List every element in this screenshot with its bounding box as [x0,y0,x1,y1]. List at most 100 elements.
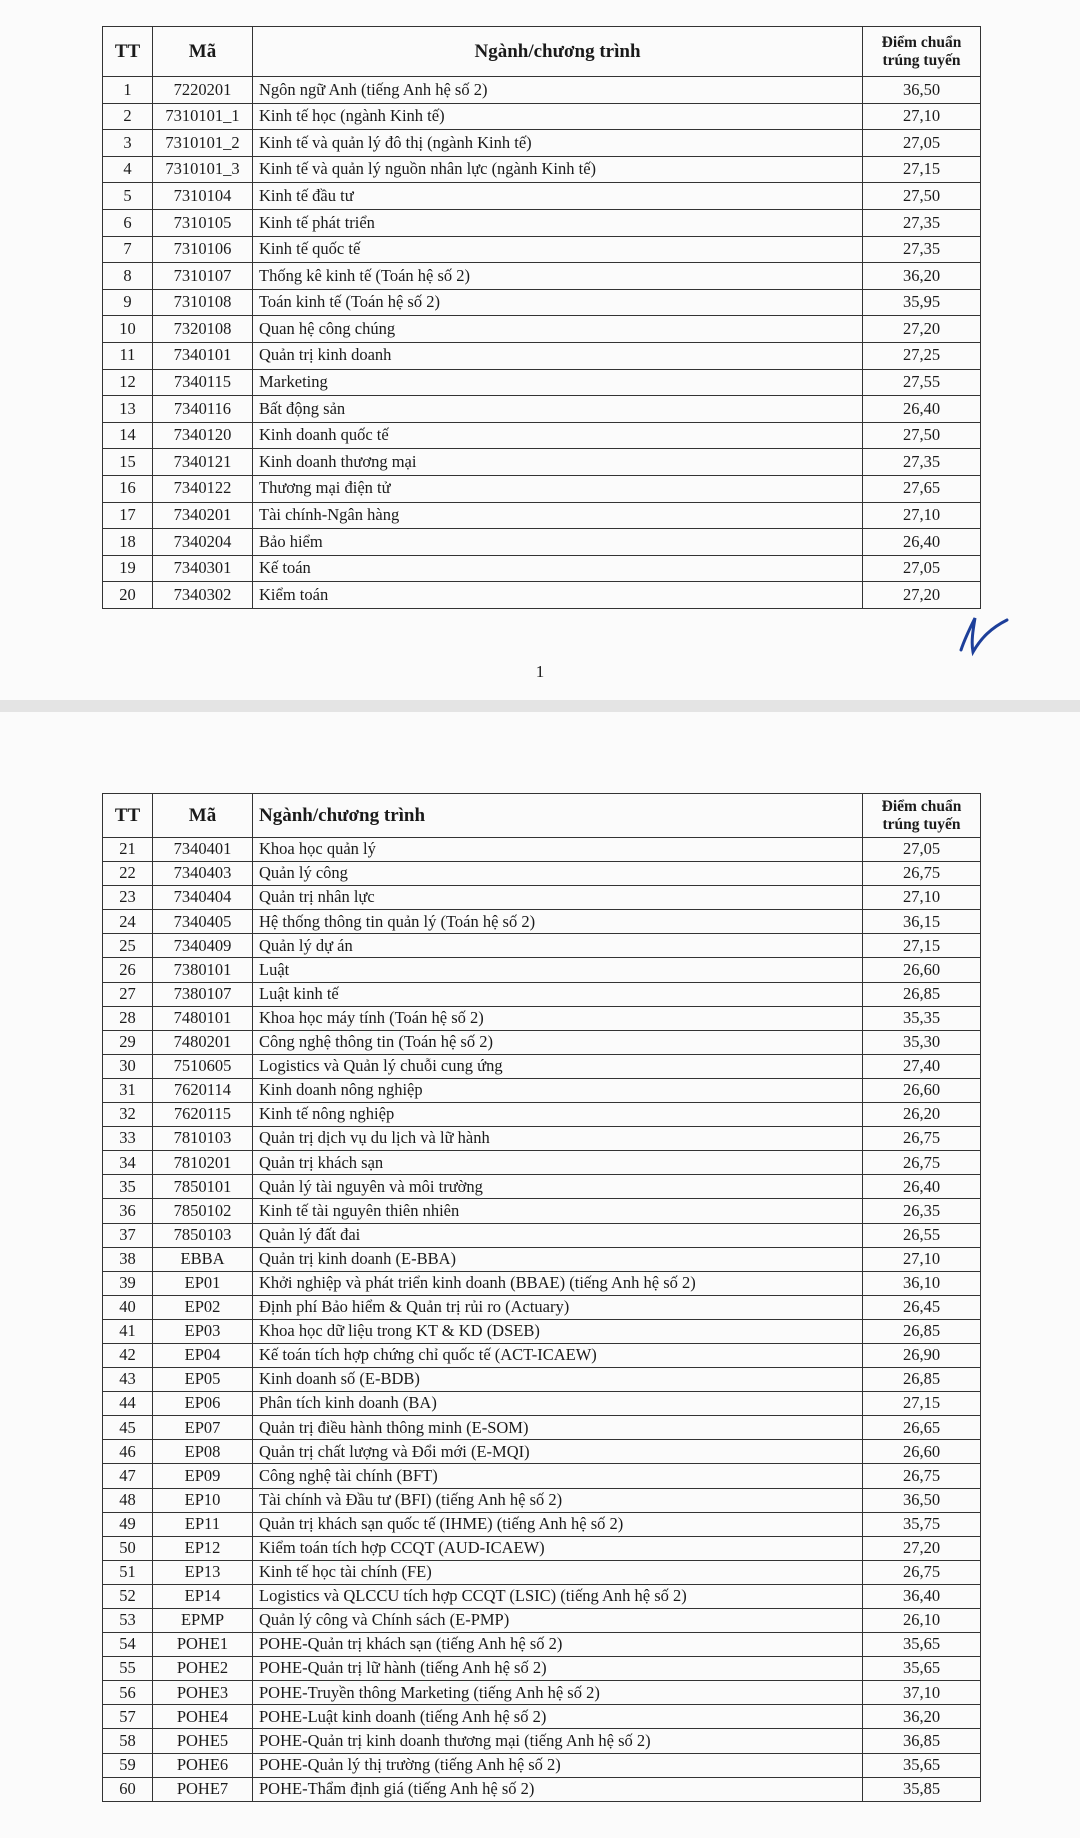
table-cell: 10 [102,315,153,343]
table-row: 23 7340404 Quản trị nhân lực 27,10 [102,885,981,911]
table-cell: EP12 [152,1535,253,1561]
table-cell: 31 [102,1077,153,1104]
table-cell: Kinh tế nông nghiệp [252,1102,863,1128]
table-cell: EP04 [152,1342,253,1369]
table-cell: 7510605 [152,1053,253,1079]
table-cell: EP06 [152,1391,253,1417]
table-row: 1 7220201 Ngôn ngữ Anh (tiếng Anh hệ số 2)… [102,76,981,104]
table-row: 17 7340201 Tài chính-Ngân hàng 27,10 [102,501,981,530]
header-cell: Mã [152,26,253,77]
table-cell: Công nghệ tài chính (BFT) [252,1463,863,1489]
table-cell: 38 [102,1246,153,1272]
table-cell: 37 [102,1222,153,1248]
table-cell: EP14 [152,1583,253,1610]
table-cell: 35,35 [862,1005,981,1031]
page: 1 TT Mã Ngành/chương trình Điểm chuẩn trúng… [0,0,1080,700]
table-cell: 55 [102,1656,153,1682]
table-cell: 27,20 [862,581,981,609]
header-cell: TT [102,26,153,77]
table-cell: 26,90 [862,1342,981,1369]
table-row: 37 7850103 Quản lý đất đai 26,55 [102,1222,981,1248]
table-cell: POHE-Truyền thông Marketing (tiếng Anh h… [252,1680,863,1706]
table-cell: Marketing [252,368,863,397]
table-cell: 7620114 [152,1077,253,1104]
table-cell: 59 [102,1752,153,1778]
table-cell: 21 [102,836,153,863]
table-cell: 26,85 [862,981,981,1007]
table-cell: 18 [102,528,153,556]
table-cell: 27,05 [862,836,981,863]
table-cell: 26,85 [862,1367,981,1393]
table-cell: 49 [102,1511,153,1537]
table-row: 13 7340116 Bất động sản 26,40 [102,395,981,423]
table-cell: 7850103 [152,1222,253,1248]
table-cell: EPMP [152,1607,253,1634]
table-row: 19 7340301 Kế toán 27,05 [102,554,981,583]
table-cell: 17 [102,501,153,530]
table-cell: 7340403 [152,861,253,887]
table-cell: Kiểm toán tích hợp CCQT (AUD-ICAEW) [252,1535,863,1561]
table-cell: POHE2 [152,1656,253,1682]
table-cell: 7810201 [152,1150,253,1176]
table-cell: EP03 [152,1318,253,1344]
table-cell: 7850101 [152,1174,253,1200]
table-cell: 60 [102,1776,153,1802]
table-row: 12 7340115 Marketing 27,55 [102,368,981,397]
table-cell: 42 [102,1342,153,1369]
table-cell: EP08 [152,1439,253,1465]
table-cell: 15 [102,448,153,476]
table-cell: Quản trị khách sạn quốc tế (IHME) (tiếng… [252,1511,863,1537]
table-row: 40 EP02 Định phí Bảo hiểm & Quản trị rủi r… [102,1294,981,1320]
table-row: 39 EP01 Khởi nghiệp và phát triển kinh doa… [102,1270,981,1296]
table-row: 11 7340101 Quản trị kinh doanh 27,25 [102,341,981,370]
table-row: 48 EP10 Tài chính và Đầu tư (BFI) (tiếng A… [102,1487,981,1513]
table-cell: Quản lý công và Chính sách (E-PMP) [252,1607,863,1634]
table-row: 34 7810201 Quản trị khách sạn 26,75 [102,1150,981,1176]
table-cell: 16 [102,474,153,503]
table-cell: POHE3 [152,1680,253,1706]
table-cell: 7340302 [152,581,253,609]
table-cell: Bất động sản [252,395,863,423]
table-cell: Kinh doanh thương mại [252,448,863,476]
table-cell: 7340204 [152,528,253,556]
table-cell: 35,30 [862,1029,981,1055]
table-cell: 27,35 [862,235,981,264]
table-head: TT Mã Ngành/chương trình Điểm chuẩn trúng t… [102,26,981,77]
table-row: 21 7340401 Khoa học quản lý 27,05 [102,836,981,863]
table-cell: 26,35 [862,1198,981,1224]
table-cell: 27,65 [862,474,981,503]
header-cell: TT [102,793,153,838]
table-cell: EP02 [152,1294,253,1320]
table-cell: 12 [102,368,153,397]
table-cell: 26,65 [862,1415,981,1441]
table-cell: 30 [102,1053,153,1079]
table-cell: EP01 [152,1270,253,1296]
table-cell: 22 [102,861,153,887]
table-cell: Logistics và Quản lý chuỗi cung ứng [252,1053,863,1079]
table-row: 49 EP11 Quản trị khách sạn quốc tế (IHME) … [102,1511,981,1537]
table-cell: 27 [102,981,153,1007]
table-cell: 26,40 [862,1174,981,1200]
page: TT Mã Ngành/chương trình Điểm chuẩn trúng t… [0,712,1080,1838]
table-cell: 26,40 [862,528,981,556]
table-cell: 34 [102,1150,153,1176]
table-cell: Kinh doanh số (E-BDB) [252,1367,863,1393]
table-cell: 7340116 [152,395,253,423]
table-row: 7 7310106 Kinh tế quốc tế 27,35 [102,235,981,264]
table-row: 51 EP13 Kinh tế học tài chính (FE) 26,75 [102,1559,981,1585]
table-row: 60 POHE7 POHE-Thẩm định giá (tiếng Anh hệ … [102,1776,981,1802]
table-row: 25 7340409 Quản lý dự án 27,15 [102,933,981,959]
table-cell: 7340115 [152,368,253,397]
table-row: 8 7310107 Thống kê kinh tế (Toán hệ số 2) 3… [102,262,981,290]
table-cell: 26,85 [862,1318,981,1344]
signature [959,617,1009,657]
table-cell: Quản trị kinh doanh (E-BBA) [252,1246,863,1272]
table-cell: 32 [102,1102,153,1128]
header-cell: Ngành/chương trình [252,793,863,838]
table-row: 27 7380107 Luật kinh tế 26,85 [102,981,981,1007]
table-cell: Luật [252,957,863,983]
table-cell: 39 [102,1270,153,1296]
header-cell: Điểm chuẩn trúng tuyến [862,26,981,77]
